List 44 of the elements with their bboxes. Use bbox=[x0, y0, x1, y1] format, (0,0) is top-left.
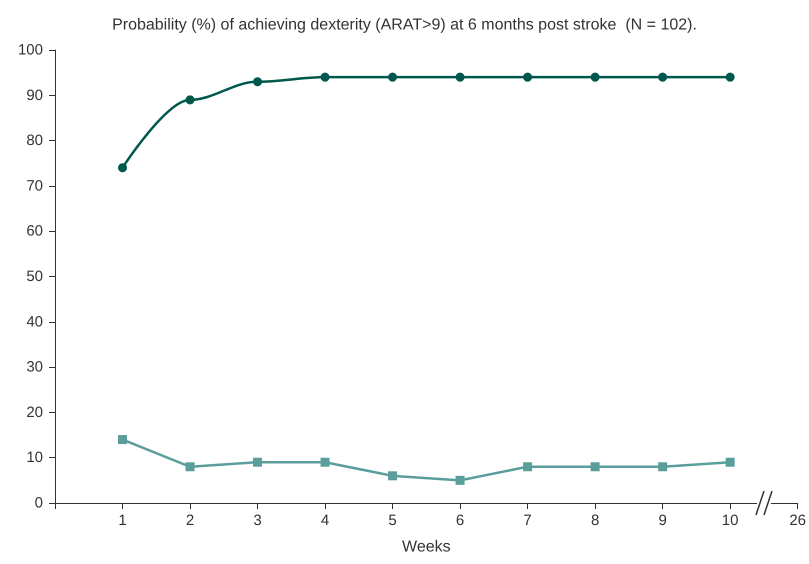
x-tick-label: 5 bbox=[388, 512, 397, 529]
point bbox=[456, 72, 465, 82]
point bbox=[726, 72, 735, 82]
point bbox=[658, 462, 668, 472]
y-tick-label: 60 bbox=[26, 222, 43, 240]
y-tick-label: 50 bbox=[26, 268, 43, 285]
point bbox=[186, 95, 195, 104]
point bbox=[320, 72, 330, 82]
point bbox=[118, 163, 128, 172]
y-tick-label: 70 bbox=[26, 177, 43, 194]
y-tick-label: 20 bbox=[26, 404, 43, 421]
point bbox=[523, 72, 532, 82]
x-tick-label: 4 bbox=[320, 512, 330, 529]
point bbox=[523, 462, 532, 472]
point bbox=[590, 72, 600, 82]
point bbox=[726, 458, 735, 467]
point bbox=[118, 435, 128, 444]
point bbox=[253, 458, 262, 467]
x-tick-label: 6 bbox=[456, 512, 464, 529]
point bbox=[253, 77, 262, 86]
chart-title: Probability (%) of achieving dexterity (ARAT>9) at 6 months post stroke (N = 102). bbox=[112, 16, 697, 34]
y-tick-label: 80 bbox=[26, 132, 43, 150]
point bbox=[388, 72, 398, 82]
x-axis-title: Weeks bbox=[402, 538, 451, 556]
x-tick-label: 7 bbox=[523, 512, 532, 529]
x-tick-label: 8 bbox=[590, 512, 600, 529]
y-tick-label: 40 bbox=[26, 313, 43, 330]
y-tick-label: 0 bbox=[34, 494, 43, 512]
x-tick-label: 2 bbox=[186, 512, 194, 529]
point bbox=[186, 462, 195, 472]
point bbox=[456, 476, 465, 485]
point bbox=[590, 462, 600, 472]
point bbox=[320, 458, 330, 467]
point bbox=[658, 72, 668, 82]
y-tick-label: 100 bbox=[18, 42, 43, 58]
y-tick-label: 10 bbox=[26, 449, 43, 466]
y-tick-label: 30 bbox=[26, 358, 43, 376]
point bbox=[388, 471, 398, 480]
x-tick-label: 26 bbox=[789, 512, 806, 529]
x-tick-label: 9 bbox=[658, 512, 667, 529]
x-tick-label: 10 bbox=[722, 512, 738, 529]
y-tick-label: 90 bbox=[26, 86, 43, 104]
x-tick-label: 1 bbox=[118, 512, 127, 529]
x-tick-label: 3 bbox=[253, 512, 262, 529]
